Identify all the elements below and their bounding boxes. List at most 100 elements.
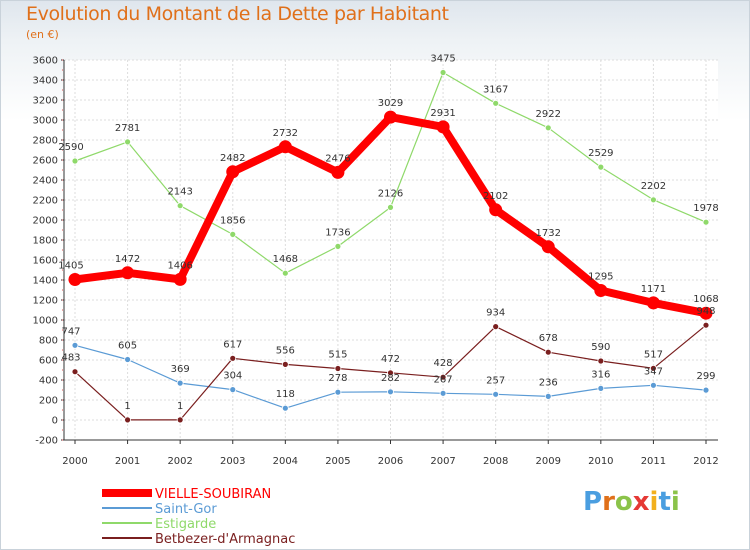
data-label: 1736 xyxy=(325,227,350,238)
data-label: 2781 xyxy=(115,123,140,134)
y-tick-label: 0 xyxy=(52,416,58,427)
data-point-2 xyxy=(334,242,342,250)
y-minor-tick xyxy=(62,329,63,331)
data-label: 1 xyxy=(177,401,183,412)
data-label: 2931 xyxy=(430,108,455,119)
y-minor-tick xyxy=(62,419,63,421)
logo-letter: o xyxy=(614,487,633,517)
y-tick-label: 1200 xyxy=(33,296,58,307)
data-label: 2482 xyxy=(220,153,245,164)
y-minor-tick xyxy=(62,139,63,141)
data-label: 2143 xyxy=(167,187,192,198)
y-minor-tick xyxy=(62,229,63,231)
y-minor-tick xyxy=(62,299,63,301)
y-tick-label: 2600 xyxy=(33,156,58,167)
data-label: 605 xyxy=(118,341,137,352)
data-point-2 xyxy=(176,202,184,210)
y-minor-tick xyxy=(62,319,63,321)
legend-label-1: Saint-Gor xyxy=(155,502,217,517)
data-label: 2922 xyxy=(536,109,561,120)
legend-label-3: Betbezer-d'Armagnac xyxy=(155,532,295,547)
y-minor-tick xyxy=(62,209,63,211)
data-point-0 xyxy=(489,203,503,217)
y-minor-tick xyxy=(62,159,63,161)
data-label: 948 xyxy=(696,306,715,317)
data-point-0 xyxy=(699,306,713,320)
logo-letter: P xyxy=(583,487,603,517)
y-tick-label: 2200 xyxy=(33,196,58,207)
data-point-2 xyxy=(702,218,710,226)
data-point-1 xyxy=(439,389,447,397)
data-point-3 xyxy=(334,365,342,372)
y-minor-tick xyxy=(62,369,63,371)
data-label: 1295 xyxy=(588,272,613,283)
data-point-2 xyxy=(544,124,552,132)
data-label: 278 xyxy=(328,373,347,384)
data-point-2 xyxy=(229,230,237,238)
data-point-0 xyxy=(646,296,660,310)
data-point-1 xyxy=(334,388,342,396)
data-label: 2202 xyxy=(641,181,666,192)
data-label: 483 xyxy=(61,353,80,364)
data-label: 2476 xyxy=(325,153,350,164)
data-label: 369 xyxy=(171,364,190,375)
data-label: 1406 xyxy=(167,260,192,271)
proxiti-logo: Proxiti xyxy=(583,487,680,517)
y-minor-tick xyxy=(62,279,63,281)
x-tick-label: 2005 xyxy=(325,456,350,467)
data-point-1 xyxy=(702,386,710,394)
y-tick-label: 400 xyxy=(39,376,58,387)
x-tick-label: 2010 xyxy=(588,456,613,467)
x-tick-label: 2009 xyxy=(536,456,561,467)
data-point-3 xyxy=(281,360,289,368)
y-minor-tick xyxy=(62,99,63,101)
data-label: 1472 xyxy=(115,254,140,265)
data-label: 1856 xyxy=(220,215,245,226)
x-tick-label: 2006 xyxy=(378,456,403,467)
y-minor-tick xyxy=(62,119,63,121)
data-label: 617 xyxy=(223,339,242,350)
y-tick-label: 600 xyxy=(39,356,58,367)
y-minor-tick xyxy=(62,439,63,441)
data-label: 517 xyxy=(644,349,663,360)
y-minor-tick xyxy=(62,69,63,71)
x-tick-label: 2002 xyxy=(167,456,192,467)
x-tick-label: 2011 xyxy=(641,456,666,467)
y-tick-label: -200 xyxy=(35,436,58,447)
data-label: 2529 xyxy=(588,148,613,159)
data-label: 556 xyxy=(276,345,295,356)
data-point-2 xyxy=(71,157,79,165)
data-label: 2732 xyxy=(273,128,298,139)
data-point-2 xyxy=(439,69,447,76)
data-label: 1978 xyxy=(693,203,718,214)
data-point-2 xyxy=(281,269,289,277)
logo-letter: t xyxy=(658,487,671,517)
y-tick-label: 3200 xyxy=(33,96,58,107)
y-minor-tick xyxy=(62,259,63,261)
data-label: 236 xyxy=(539,377,558,388)
x-tick-label: 2003 xyxy=(220,456,245,467)
y-minor-tick xyxy=(62,129,63,131)
y-tick-label: 1000 xyxy=(33,316,58,327)
logo-letter: i xyxy=(649,487,659,517)
data-label: 3167 xyxy=(483,84,508,95)
y-tick-label: 2800 xyxy=(33,136,58,147)
data-point-2 xyxy=(492,99,500,107)
y-tick-label: 3400 xyxy=(33,76,58,87)
data-point-1 xyxy=(71,341,79,349)
data-label: 934 xyxy=(486,308,505,319)
x-tick-label: 2001 xyxy=(115,456,140,467)
data-label: 118 xyxy=(276,389,295,400)
data-label: 515 xyxy=(328,350,347,361)
x-tick-label: 2007 xyxy=(430,456,455,467)
y-minor-tick xyxy=(62,109,63,111)
data-label: 267 xyxy=(434,374,453,385)
data-label: 1 xyxy=(124,401,130,412)
y-minor-tick xyxy=(62,199,63,201)
logo-letter: x xyxy=(632,487,650,517)
data-point-0 xyxy=(594,284,608,297)
y-minor-tick xyxy=(62,389,63,391)
y-minor-tick xyxy=(62,269,63,271)
data-point-3 xyxy=(597,357,605,365)
